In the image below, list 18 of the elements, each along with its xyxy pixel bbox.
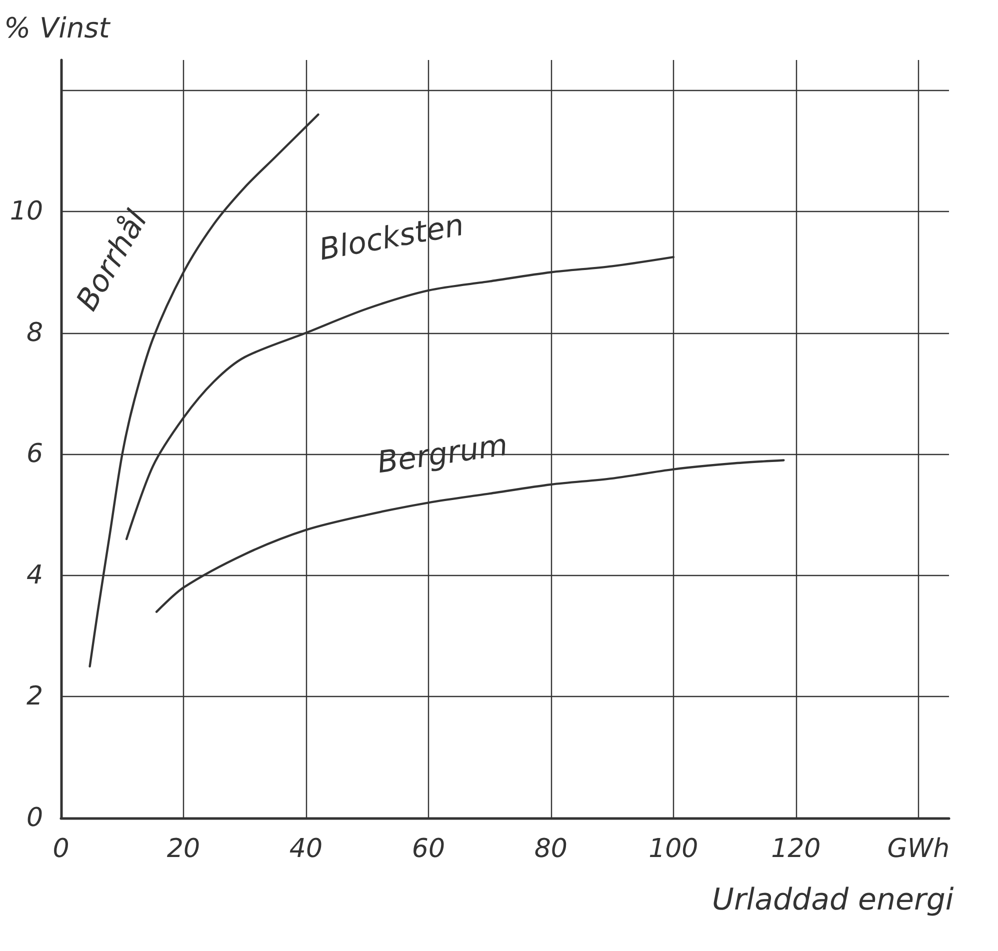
y-tick-label: 4 (26, 560, 43, 590)
x-tick-label: 60 (412, 834, 445, 864)
y-tick-label: 2 (26, 682, 43, 712)
text: Bergrum (375, 428, 510, 481)
x-tick-label: 80 (534, 834, 568, 864)
x-axis-title: Urladdad energi (712, 882, 954, 918)
x-tick-label: 0 (52, 834, 70, 864)
x-tick-label: GWh (887, 834, 950, 864)
text: Blocksten (316, 208, 466, 268)
y-tick-label: 0 (26, 803, 43, 833)
y-tick-label: 6 (26, 439, 43, 470)
x-tick-label: 100 (648, 834, 698, 864)
y-tick-label: 8 (26, 318, 43, 348)
y-tick-label: 10 (10, 196, 43, 227)
x-tick-label: 20 (166, 834, 200, 864)
y-axis-title: % Vinst (4, 12, 111, 44)
x-tick-label: 40 (289, 834, 323, 864)
x-tick-label: 120 (771, 834, 821, 864)
